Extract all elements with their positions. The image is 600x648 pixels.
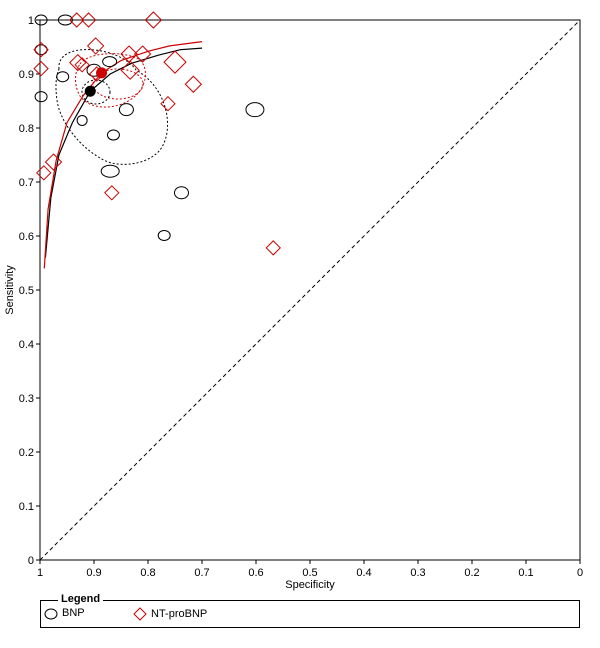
nt-probnp-study-point xyxy=(120,60,140,80)
sroc-curve-nt-probnp xyxy=(43,41,203,269)
nt-probnp-study-point xyxy=(33,41,49,58)
nt-probnp-study-point xyxy=(80,12,97,28)
bnp-study-point xyxy=(34,91,48,103)
nt-probnp-study-point xyxy=(74,57,90,73)
legend-box xyxy=(40,600,580,628)
nt-probnp-study-point xyxy=(163,50,187,74)
bnp-study-point xyxy=(102,56,118,68)
legend-item-nt-probnp: NT-proBNP xyxy=(133,607,207,621)
legend-title: Legend xyxy=(58,593,104,606)
x-axis-label: Specificity xyxy=(285,579,335,591)
nt-probnp-study-point xyxy=(36,165,52,181)
legend-label-nt-probnp: NT-proBNP xyxy=(151,607,208,620)
bnp-study-point xyxy=(106,129,120,141)
nt-probnp-study-point xyxy=(144,11,163,29)
nt-probnp-study-point xyxy=(104,185,120,201)
x-tick-label: 0 xyxy=(577,567,583,579)
nt-probnp-study-point xyxy=(44,153,63,171)
y-tick-label: 1 xyxy=(28,15,34,27)
nt-probnp-study-point xyxy=(265,240,281,256)
circle-marker-icon xyxy=(44,608,58,619)
x-tick-label: 0.9 xyxy=(86,567,101,579)
nt-probnp-study-point xyxy=(86,37,105,55)
axis-ticks: 1 0.9 0.8 0.7 0.6 0.5 0.4 0.3 0.2 0.1 0 0 0.1 0.2 0.3 0… xyxy=(19,15,583,579)
x-tick-label: 0.2 xyxy=(464,567,479,579)
bnp-study-point xyxy=(118,103,134,117)
sroc-curve-bnp xyxy=(44,47,203,258)
y-tick-label: 0.7 xyxy=(19,177,34,189)
x-tick-label: 1 xyxy=(37,567,43,579)
x-tick-label: 0.1 xyxy=(518,567,533,579)
x-tick-label: 0.6 xyxy=(248,567,263,579)
bnp-study-point xyxy=(173,186,189,200)
nt-probnp-study-point xyxy=(33,60,49,77)
y-tick-label: 0.6 xyxy=(19,231,34,243)
y-tick-label: 0.5 xyxy=(19,285,34,297)
chance-diagonal xyxy=(39,19,581,561)
y-tick-label: 0.9 xyxy=(19,69,34,81)
nt-probnp-study-point xyxy=(69,12,85,28)
y-tick-label: 0.1 xyxy=(19,501,34,513)
bnp-study-point xyxy=(100,164,120,178)
nt-probnp-inner-region xyxy=(92,68,144,100)
nt-probnp-study-point xyxy=(184,75,203,93)
sroc-curves xyxy=(43,41,203,269)
nt-probnp-study-point xyxy=(133,45,152,63)
y-tick-label: 0.3 xyxy=(19,393,34,405)
nt-probnp-study-point xyxy=(69,53,87,72)
y-tick-label: 0.2 xyxy=(19,447,34,459)
study-markers xyxy=(33,11,281,256)
y-tick-label: 0.4 xyxy=(19,339,34,351)
legend-label-bnp: BNP xyxy=(62,607,85,619)
x-tick-label: 0.5 xyxy=(302,567,317,579)
bnp-study-point xyxy=(245,102,265,118)
y-axis-label: Sensitivity xyxy=(4,265,16,315)
x-tick-label: 0.3 xyxy=(410,567,425,579)
bnp-study-point xyxy=(157,229,171,241)
summary-points xyxy=(84,67,108,97)
y-tick-label: 0 xyxy=(28,555,34,567)
diamond-marker-icon xyxy=(133,607,147,621)
x-tick-label: 0.7 xyxy=(194,567,209,579)
bnp-study-point xyxy=(56,71,70,83)
legend-item-bnp: BNP xyxy=(44,607,85,620)
bnp-study-point xyxy=(57,14,73,26)
summary-point-bnp xyxy=(84,85,96,97)
bnp-study-point xyxy=(76,114,88,126)
summary-point-nt-probnp xyxy=(96,67,108,79)
nt-probnp-study-point xyxy=(160,95,176,112)
nt-probnp-confidence-region xyxy=(75,53,146,108)
bnp-study-point xyxy=(34,44,48,56)
x-tick-label: 0.8 xyxy=(140,567,155,579)
y-tick-label: 0.8 xyxy=(19,123,34,135)
bnp-study-point xyxy=(34,14,48,26)
bnp-prediction-region xyxy=(55,49,168,165)
x-tick-label: 0.4 xyxy=(356,567,371,579)
